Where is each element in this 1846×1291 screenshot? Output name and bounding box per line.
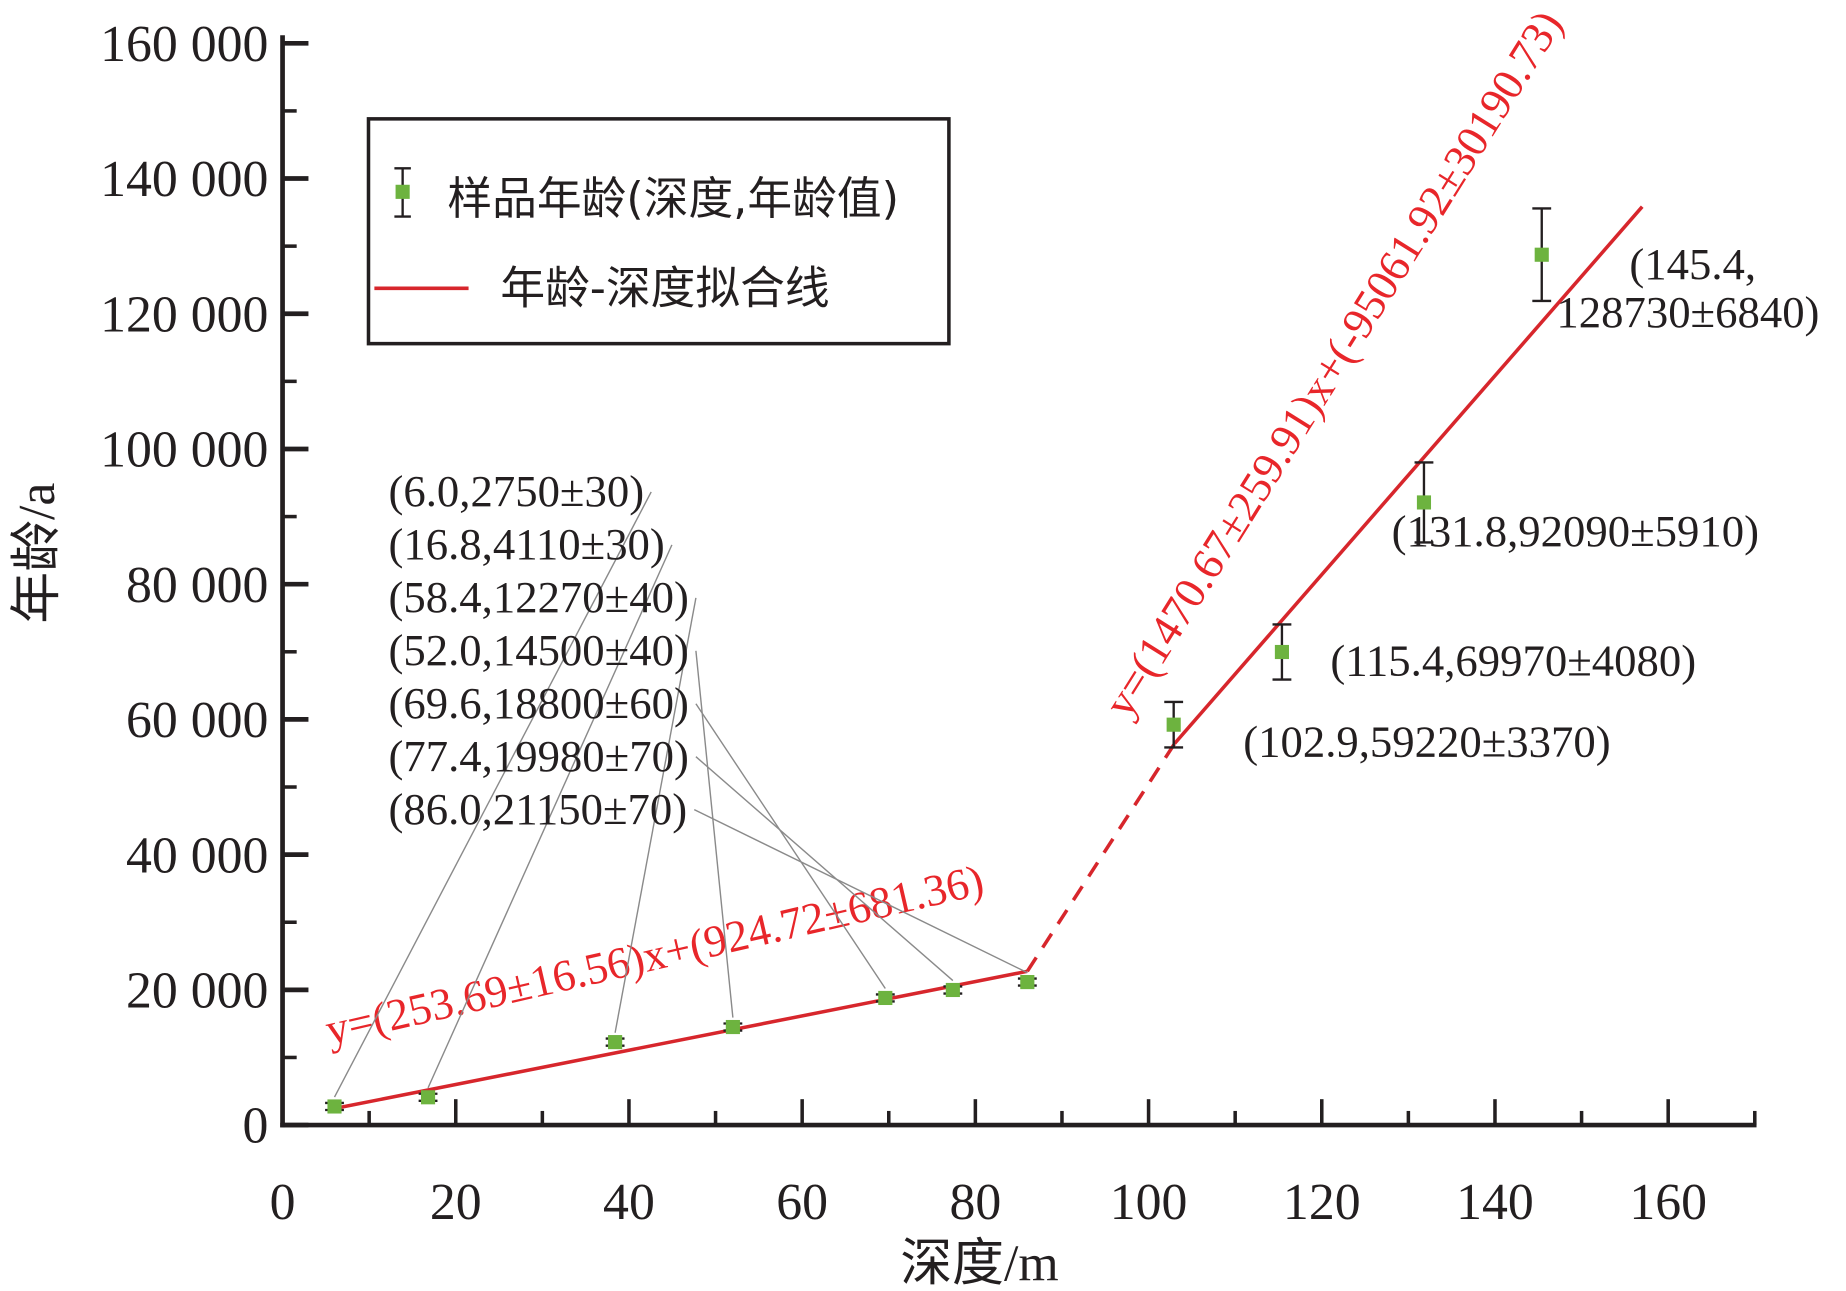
point-label: (77.4,19980±70): [389, 731, 689, 781]
point-label: (102.9,59220±3370): [1243, 717, 1610, 767]
point-label: (69.6,18800±60): [389, 678, 689, 728]
x-tick-label: 60: [776, 1174, 828, 1231]
legend-entry-points: 样品年龄(深度,年龄值): [447, 172, 899, 225]
data-point: [1532, 207, 1552, 303]
y-tick-label: 80 000: [126, 557, 268, 614]
fit-line-1: [334, 969, 1028, 1111]
axes: 0 20 000 40 000 60 000 80 000 100 000 120 000 1…: [100, 16, 1757, 1231]
y-tick-label: 100 000: [100, 422, 268, 479]
y-axis-label: 年龄/a: [9, 483, 66, 624]
point-marker: [608, 1035, 623, 1050]
point-label: 128730±6840): [1556, 287, 1819, 337]
x-tick-label: 0: [270, 1174, 296, 1231]
data-point: [325, 1099, 344, 1114]
point-marker: [725, 1019, 740, 1035]
point-marker: [1020, 975, 1035, 990]
data-point: [418, 1090, 438, 1105]
label-leader-line: [695, 756, 954, 982]
x-tick-label: 120: [1283, 1174, 1361, 1231]
point-label: (115.4,69970±4080): [1330, 636, 1696, 686]
label-leader-line: [427, 544, 673, 1089]
point-label: (58.4,12270±40): [389, 572, 689, 622]
label-leader-line: [614, 597, 697, 1033]
y-tick-label: 0: [243, 1098, 269, 1155]
point-marker: [1166, 717, 1181, 732]
point-marker: [878, 990, 893, 1006]
data-point: [943, 982, 963, 998]
y-tick-label: 60 000: [126, 692, 268, 749]
y-tick-label: 140 000: [100, 151, 268, 208]
point-marker: [1274, 644, 1290, 660]
x-tick-label: 40: [603, 1174, 655, 1231]
label-leader-line: [693, 809, 1028, 974]
data-point: [875, 990, 895, 1006]
point-label: (131.8,92090±5910): [1392, 506, 1759, 556]
point-label: (52.0,14500±40): [389, 625, 689, 675]
point-label: (6.0,2750±30): [389, 466, 645, 516]
fit-connector-dashed: [1025, 742, 1177, 973]
data-point: [723, 1019, 743, 1035]
y-tick-label: 40 000: [126, 827, 268, 884]
y-tick-label: 20 000: [126, 963, 268, 1020]
legend-entry-line: 年龄-深度拟合线: [500, 262, 829, 315]
x-tick-label: 160: [1629, 1174, 1707, 1231]
y-tick-label: 160 000: [100, 16, 268, 73]
legend: 样品年龄(深度,年龄值) 年龄-深度拟合线: [366, 117, 951, 346]
data-point: [1017, 975, 1037, 990]
point-marker: [1416, 495, 1432, 510]
x-tick-label: 140: [1456, 1174, 1534, 1231]
point-label: (86.0,21150±70): [389, 784, 688, 834]
legend-marker-points: [394, 167, 411, 218]
point-label: (145.4,: [1629, 239, 1756, 289]
x-tick-label: 20: [430, 1174, 482, 1231]
data-point: [605, 1035, 625, 1050]
x-tick-label: 100: [1110, 1174, 1188, 1231]
label-leader-line: [333, 491, 652, 1098]
point-label: (16.8,4110±30): [389, 519, 665, 569]
x-axis-label: 深度/m: [900, 1235, 1058, 1291]
data-point: [1272, 623, 1292, 681]
y-tick-label: 120 000: [100, 286, 268, 343]
point-marker: [945, 982, 960, 998]
point-marker: [327, 1099, 342, 1114]
point-marker: [420, 1090, 436, 1105]
fit-line-2: [1173, 205, 1644, 745]
label-leader-line: [695, 703, 886, 989]
data-point: [1164, 700, 1184, 749]
point-marker: [1534, 247, 1549, 262]
data-point: [1414, 461, 1434, 544]
fit-equation-1: y=(253.69±16.56)x+(924.72±681.36): [321, 855, 988, 1055]
fit-equation-2: y=(1470.67±259.91)x+(-95061.92±30190.73): [1094, 2, 1572, 726]
x-tick-label: 80: [949, 1174, 1001, 1231]
